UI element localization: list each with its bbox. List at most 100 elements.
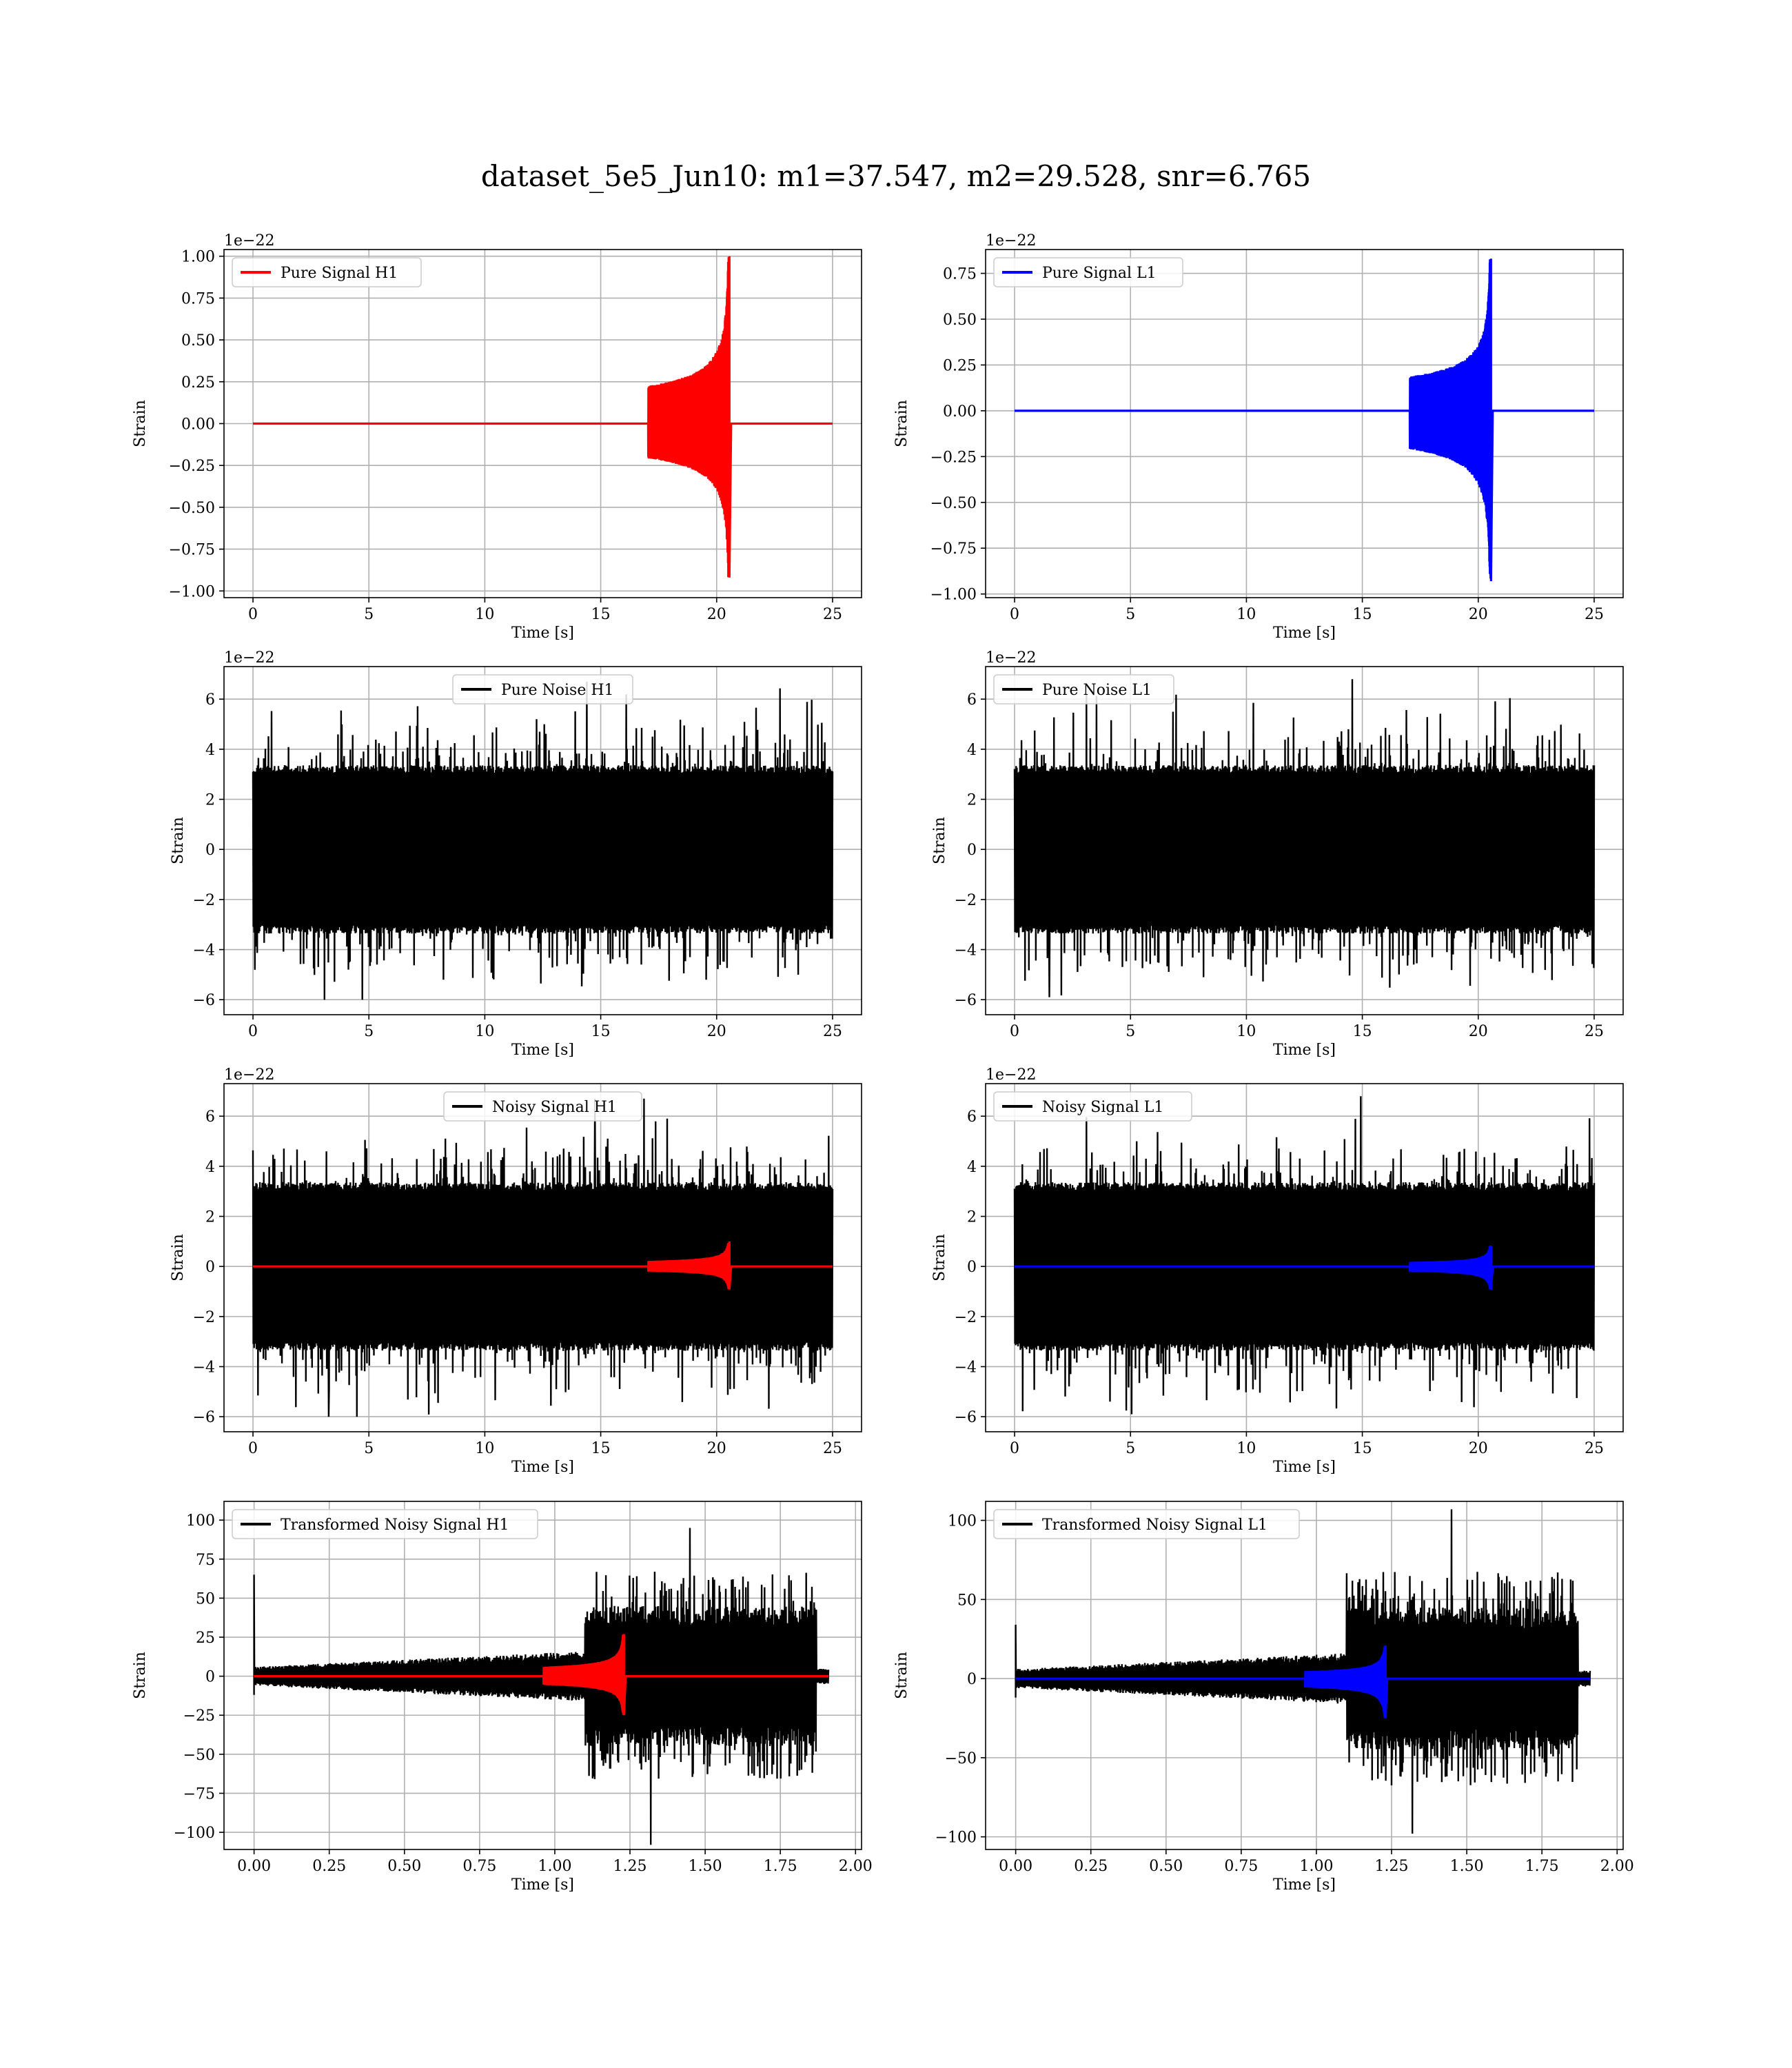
x-tick-label: 20 [1469, 1023, 1488, 1040]
x-axis-label: Time [s] [511, 625, 574, 642]
x-tick-label: 0 [1010, 1440, 1019, 1457]
legend: Noisy Signal L1 [993, 1091, 1192, 1122]
legend: Pure Signal L1 [993, 257, 1183, 287]
y-axis-label: Strain [931, 1234, 948, 1281]
x-axis-label: Time [s] [1273, 1459, 1336, 1476]
axes-frame [985, 249, 1624, 598]
series-group [252, 1098, 834, 1417]
x-tick-label: 0.50 [387, 1858, 421, 1875]
y-axis-label: Strain [132, 400, 149, 447]
axes-frame [985, 1083, 1624, 1432]
y-tick-label: −1.00 [169, 583, 215, 600]
series-line-noisy-signal-l1 [1013, 1096, 1596, 1415]
x-tick-label: 15 [1353, 606, 1372, 623]
legend-box [993, 674, 1174, 704]
x-tick-label: 0 [248, 1440, 258, 1457]
ticks: 0 5 10 15 20 25 −1.00 −0.75 −0.50 −0.25 0.00 0.25 0.… [930, 266, 1604, 623]
x-axis-label: Time [s] [1273, 1876, 1336, 1894]
x-tick-label: 0.75 [462, 1858, 496, 1875]
x-tick-label: 15 [1353, 1023, 1372, 1040]
y-tick-label: −4 [955, 942, 977, 960]
y-tick-label: −0.50 [169, 500, 215, 517]
x-tick-label: 2.00 [1600, 1858, 1634, 1875]
subplot-pure-signal-h1: 0 5 10 15 20 25 −1.00 −0.75 −0.50 −0.25 0.00 0.25 0.… [132, 232, 862, 642]
y-tick-label: 0 [967, 1671, 977, 1688]
x-tick-label: 5 [364, 606, 374, 623]
legend-box [993, 1509, 1300, 1539]
x-tick-label: 2.00 [839, 1858, 873, 1875]
subplot-pure-signal-l1: 0 5 10 15 20 25 −1.00 −0.75 −0.50 −0.25 0.00 0.25 0.… [893, 232, 1624, 642]
x-tick-label: 20 [1469, 1440, 1488, 1457]
y-tick-label: 100 [186, 1512, 215, 1530]
subplot-pure-noise-h1: 0 5 10 15 20 25 −6 −4 −2 0 2 4 6 1e−22 Time [s] Strain P… [170, 649, 862, 1059]
axes-frame [223, 666, 862, 1015]
x-tick-label: 20 [1469, 606, 1488, 623]
y-axis-label: Strain [170, 1234, 187, 1281]
subplots: 0 5 10 15 20 25−1.00−0.75−0.50−0.250.000.250.… [132, 232, 1634, 1894]
x-tick-label: 0.25 [312, 1858, 346, 1875]
y-tick-label: −25 [183, 1707, 215, 1725]
figure-title: dataset_5e5_Jun10: m1=37.547, m2=29.528,… [481, 159, 1311, 193]
series-line-noisy-signal-h1 [252, 1098, 834, 1417]
x-tick-label: 1.50 [1450, 1858, 1484, 1875]
x-tick-label: 0 [248, 1023, 258, 1040]
y-tick-label: −6 [955, 1409, 977, 1426]
y-tick-label: 25 [196, 1630, 215, 1647]
x-tick-label: 10 [475, 1440, 494, 1457]
legend-label: Pure Signal L1 [1042, 265, 1157, 282]
legend-box [232, 257, 422, 287]
y-tick-label: −4 [193, 942, 215, 960]
y-offset-label: 1e−22 [224, 1066, 274, 1084]
series-group [253, 1528, 830, 1845]
y-tick-label: −0.25 [169, 458, 215, 475]
y-tick-label: 50 [957, 1592, 977, 1609]
series-group [252, 681, 834, 1000]
y-tick-label: −100 [174, 1825, 215, 1842]
y-tick-label: −4 [955, 1359, 977, 1377]
y-tick-label: −0.75 [169, 542, 215, 559]
subplot-noisy-signal-l1: 0 5 10 15 20 25 −6 −4 −2 0 2 4 6 1e−22 Time [s] Strain N… [931, 1066, 1624, 1476]
x-tick-label: 15 [1353, 1440, 1372, 1457]
x-tick-label: 15 [591, 606, 611, 623]
x-tick-label: 15 [591, 1023, 611, 1040]
ticks: 0 5 10 15 20 25 −6 −4 −2 0 2 4 6 [955, 1108, 1604, 1457]
y-tick-label: 4 [205, 742, 215, 759]
y-tick-label: 0.75 [181, 290, 215, 307]
x-tick-label: 0 [1010, 606, 1019, 623]
series-group [253, 256, 833, 578]
x-tick-label: 5 [1126, 606, 1135, 623]
legend-label: Transformed Noisy Signal L1 [1042, 1517, 1267, 1534]
y-tick-label: −6 [193, 992, 215, 1009]
x-tick-label: 5 [364, 1023, 374, 1040]
legend-box [452, 674, 633, 704]
legend-label: Transformed Noisy Signal H1 [281, 1517, 509, 1534]
legend: Noisy Signal H1 [443, 1091, 642, 1122]
y-offset-label: 1e−22 [224, 649, 274, 667]
axes-frame [985, 666, 1624, 1015]
legend: Pure Signal H1 [232, 257, 422, 287]
axes-frame [985, 1501, 1624, 1850]
x-tick-label: 25 [1585, 606, 1604, 623]
y-axis-label: Strain [893, 1652, 910, 1699]
y-tick-label: 2 [967, 792, 977, 809]
x-tick-label: 1.00 [1299, 1858, 1333, 1875]
legend-label: Noisy Signal H1 [492, 1099, 617, 1116]
y-tick-label: 100 [948, 1513, 977, 1530]
x-tick-label: 20 [707, 606, 726, 623]
series-group [1013, 679, 1596, 997]
series-line-pure-signal-l1 [1015, 1645, 1590, 1719]
x-tick-label: 10 [1236, 1023, 1256, 1040]
series-line-pure-noise-h1 [252, 681, 834, 1000]
legend-label: Noisy Signal L1 [1042, 1099, 1163, 1116]
x-tick-label: 25 [1585, 1023, 1604, 1040]
y-tick-label: 2 [205, 792, 215, 809]
y-tick-label: 4 [205, 1159, 215, 1176]
legend-label: Pure Signal H1 [281, 265, 398, 282]
y-offset-label: 1e−22 [986, 232, 1036, 250]
y-tick-label: −0.75 [930, 540, 977, 558]
legend: Pure Noise L1 [993, 674, 1174, 704]
x-tick-label: 5 [364, 1440, 374, 1457]
x-tick-label: 0.75 [1224, 1858, 1258, 1875]
ticks: 0.00 0.25 0.50 0.75 1.00 1.25 1.50 1.75 2.00 −100… [174, 1512, 873, 1875]
x-axis-label: Time [s] [511, 1876, 574, 1894]
